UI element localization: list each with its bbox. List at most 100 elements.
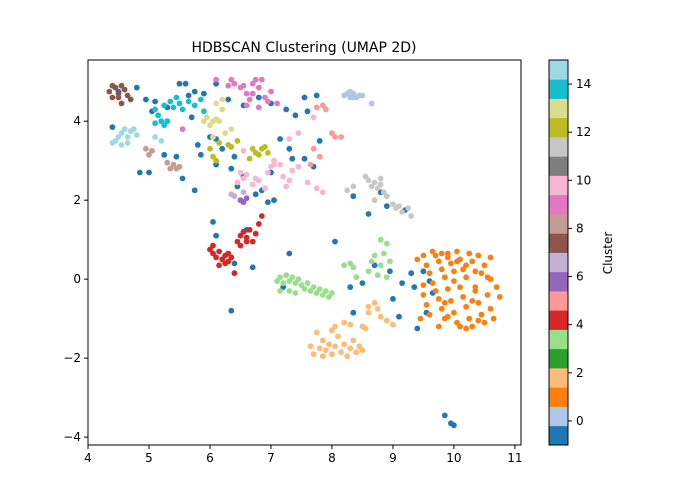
data-point: [170, 104, 177, 111]
data-point: [319, 337, 326, 344]
data-point: [441, 299, 448, 306]
data-point: [429, 248, 436, 255]
data-point: [173, 153, 180, 160]
data-point: [420, 268, 427, 275]
data-point: [441, 412, 448, 419]
data-point: [265, 199, 271, 206]
data-point: [344, 353, 351, 360]
data-point: [179, 175, 186, 182]
data-point: [277, 274, 283, 281]
data-point: [383, 193, 390, 200]
data-point: [444, 286, 451, 292]
data-point: [243, 195, 250, 202]
data-point: [207, 122, 213, 129]
x-tick-label: 8: [328, 451, 336, 465]
data-point: [176, 80, 183, 87]
data-point: [368, 183, 375, 190]
data-point: [295, 163, 302, 170]
data-point: [262, 94, 268, 101]
data-point: [463, 303, 469, 310]
data-point: [237, 242, 244, 249]
data-point: [115, 94, 122, 101]
data-point: [255, 94, 262, 101]
data-point: [368, 100, 375, 107]
data-point: [322, 347, 329, 354]
data-point: [164, 118, 171, 125]
data-point: [319, 189, 326, 196]
data-point: [466, 250, 473, 257]
data-point: [109, 124, 116, 130]
data-point: [347, 88, 354, 95]
data-point: [194, 142, 201, 148]
data-point: [204, 114, 210, 121]
data-point: [191, 88, 198, 95]
data-point: [301, 286, 308, 292]
data-point: [335, 333, 341, 340]
data-point: [408, 213, 415, 219]
data-point: [313, 329, 320, 336]
data-point: [387, 268, 393, 275]
data-point: [246, 226, 253, 233]
data-point: [478, 270, 485, 277]
data-point: [411, 284, 418, 290]
data-point: [191, 102, 198, 109]
data-point: [152, 98, 159, 105]
colorbar-segment: [549, 60, 568, 80]
data-point: [240, 199, 247, 206]
colorbar-segment: [549, 137, 568, 157]
x-axis: 4 5 6 7 8 9 10 11: [84, 445, 523, 465]
y-tick-label: −4: [63, 430, 81, 444]
data-point: [243, 171, 250, 178]
data-point: [216, 262, 223, 269]
data-point: [359, 280, 366, 286]
colorbar-segment: [549, 425, 568, 446]
data-point: [350, 183, 357, 190]
data-point: [329, 351, 335, 358]
y-tick-label: 0: [73, 272, 81, 286]
colorbar-segment: [549, 175, 568, 196]
colorbar-segment: [549, 233, 568, 253]
data-point: [216, 118, 223, 125]
data-point: [191, 187, 198, 194]
data-point: [307, 343, 314, 350]
data-point: [347, 284, 354, 290]
data-point: [179, 106, 186, 113]
data-point: [438, 250, 445, 257]
data-point: [487, 276, 494, 283]
data-point: [347, 345, 354, 352]
data-point: [234, 179, 241, 186]
data-point: [170, 161, 177, 168]
data-point: [399, 209, 405, 215]
data-point: [359, 92, 366, 99]
data-point: [451, 309, 457, 316]
data-point: [228, 144, 235, 150]
data-point: [432, 288, 439, 294]
data-point: [289, 167, 296, 174]
colorbar-segment: [549, 387, 568, 407]
data-point: [136, 169, 143, 176]
data-point: [158, 118, 165, 125]
data-point: [420, 292, 427, 298]
data-point: [350, 309, 357, 316]
data-point: [262, 185, 268, 192]
data-point: [112, 138, 119, 144]
data-point: [313, 92, 320, 99]
colorbar-segment: [549, 271, 568, 292]
data-point: [252, 191, 259, 198]
data-point: [179, 126, 186, 132]
colorbar-segments: [549, 60, 568, 446]
data-point: [243, 90, 250, 97]
x-tick-label: 4: [84, 451, 92, 465]
data-point: [472, 284, 479, 290]
colorbar-ticks: 0 2 4 6 8 10 12 14: [568, 77, 591, 428]
data-point: [380, 250, 387, 257]
data-point: [286, 177, 293, 184]
data-point: [213, 76, 220, 83]
data-point: [280, 280, 287, 286]
data-point: [438, 305, 445, 312]
data-point: [374, 305, 381, 312]
data-point: [197, 151, 204, 158]
data-point: [234, 238, 241, 245]
colorbar-segment: [549, 291, 568, 311]
data-point: [258, 76, 265, 83]
